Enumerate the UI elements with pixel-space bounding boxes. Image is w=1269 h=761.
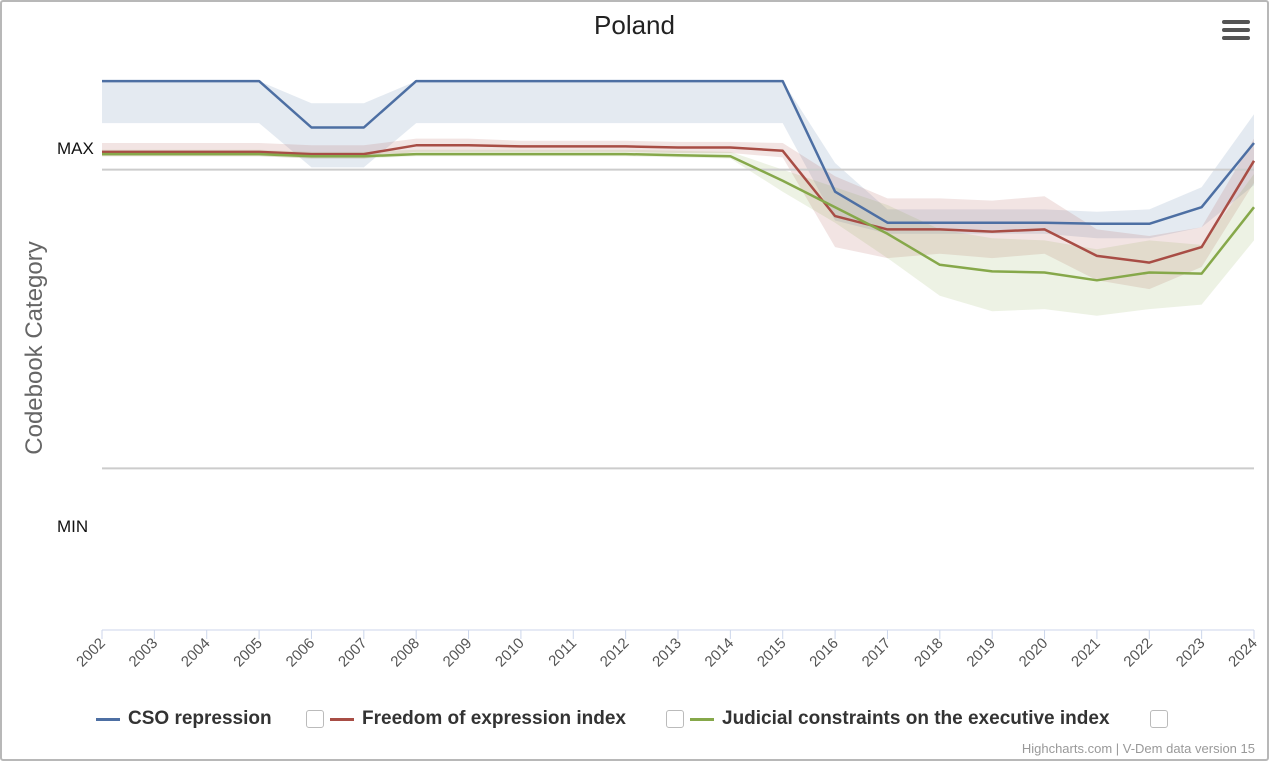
legend-item-judicial-constraints[interactable]: Judicial constraints on the executive in… <box>690 708 1110 730</box>
x-tick-label: 2018 <box>911 635 947 671</box>
x-tick-label: 2006 <box>283 635 319 671</box>
chart-title: Poland <box>594 10 675 40</box>
series-1-line[interactable] <box>102 144 1256 264</box>
series-2-line[interactable] <box>102 152 1255 282</box>
x-tick-label: 2013 <box>649 635 685 671</box>
legend-swatch <box>690 717 714 721</box>
x-tick-label: 2012 <box>597 635 633 671</box>
x-tick-label: 2004 <box>178 635 214 671</box>
x-tick-label: 2009 <box>440 635 476 671</box>
x-tick-label: 2016 <box>806 635 842 671</box>
series-0-line[interactable] <box>102 79 1255 226</box>
legend-item-cso-repression[interactable]: CSO repression <box>96 708 272 730</box>
y-tick-max: MAX <box>57 139 94 158</box>
legend-swatch <box>96 717 120 721</box>
checkbox-icon[interactable] <box>666 710 684 728</box>
x-tick-label: 2002 <box>73 635 109 671</box>
series-1-confidence-band <box>102 138 1254 290</box>
y-tick-min: MIN <box>57 517 89 536</box>
x-tick-label: 2024 <box>1225 635 1261 671</box>
series-0-confidence-band <box>102 81 1254 239</box>
legend-item-freedom-of-expression[interactable]: Freedom of expression index <box>330 708 626 730</box>
legend-swatch <box>330 717 354 721</box>
series-2-confidence-band <box>102 149 1254 316</box>
x-tick-label: 2015 <box>754 635 790 671</box>
checkbox-icon[interactable] <box>1150 710 1168 728</box>
legend-label: CSO repression <box>128 708 272 729</box>
x-tick-label: 2019 <box>963 635 999 671</box>
checkbox-icon[interactable] <box>306 710 324 728</box>
x-tick-label: 2020 <box>1016 635 1052 671</box>
x-tick-label: 2007 <box>335 635 371 671</box>
x-tick-label: 2017 <box>859 635 895 671</box>
x-tick-label: 2022 <box>1120 635 1156 671</box>
x-tick-label: 2008 <box>387 635 423 671</box>
hamburger-menu-icon[interactable] <box>1222 20 1250 46</box>
x-tick-label: 2021 <box>1068 635 1104 671</box>
legend-label: Judicial constraints on the executive in… <box>722 708 1110 729</box>
x-tick-label: 2023 <box>1173 635 1209 671</box>
x-tick-label: 2014 <box>702 635 738 671</box>
x-tick-label: 2003 <box>126 635 162 671</box>
credits[interactable]: Highcharts.com | V-Dem data version 15 <box>1021 741 1255 756</box>
x-tick-label: 2005 <box>230 635 266 671</box>
legend-label: Freedom of expression index <box>362 708 626 729</box>
x-tick-label: 2011 <box>545 635 580 670</box>
x-tick-label: 2010 <box>492 635 528 671</box>
legend: CSO repression Freedom of expression ind… <box>0 708 1269 736</box>
